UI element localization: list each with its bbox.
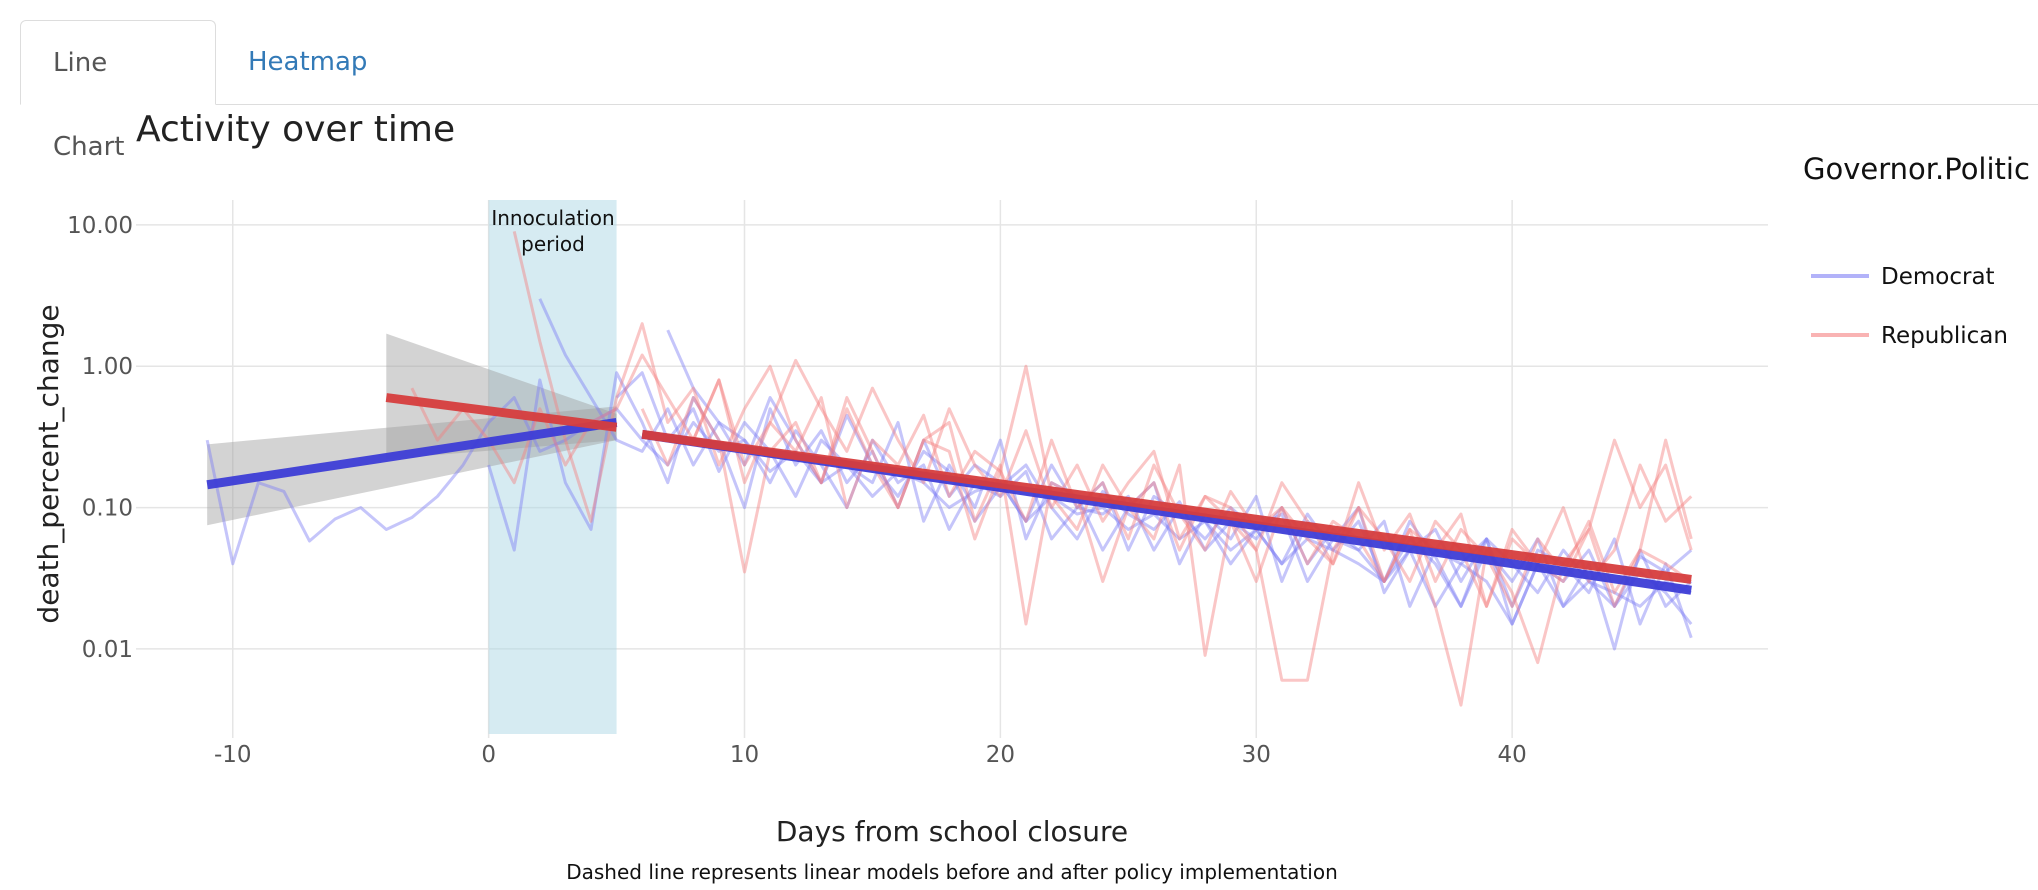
x-tick-label: -10 [214,742,252,768]
x-tick-label: 40 [1497,742,1526,768]
legend: Governor.Politic Democrat Republican [1803,152,2030,349]
fit-line-republican-2 [385,393,618,432]
series-line-democrat-4 [666,329,1693,608]
legend-title: Governor.Politic [1803,152,2030,186]
series-line-republican-8 [691,378,1693,608]
y-tick-label: 0.10 [82,496,133,522]
shaded-region [488,200,617,734]
y-tick-label: 10.00 [67,213,133,239]
fit-line-republican-3 [641,429,1692,584]
shaded-region-label-line-2: period [521,232,585,256]
x-tick-label: 20 [986,742,1015,768]
series-line-democrat-2 [538,298,1693,626]
line-chart: -10 0 10 20 30 40 0.01 0.10 1.00 10.00 Activity … [32,109,2030,884]
x-tick-label: 10 [730,742,759,768]
tab-line-chart[interactable]: Line Chart [20,20,216,162]
innoculation-period-band [488,200,617,734]
x-tick-label: 0 [481,742,496,768]
x-tick-label: 30 [1242,742,1271,768]
series-line-democrat-3 [615,371,1693,639]
legend-label-republican: Republican [1881,323,2008,349]
series-line-republican-6 [410,353,1693,608]
x-tick-labels: -10 0 10 20 30 40 [214,742,1527,768]
legend-label-democrat: Democrat [1881,264,1995,290]
y-tick-label: 1.00 [82,354,133,380]
chart-caption: Dashed line represents linear models bef… [566,860,1338,884]
series-line-democrat-0 [205,396,1692,626]
x-axis-label: Days from school closure [776,815,1128,848]
y-tick-labels: 0.01 0.10 1.00 10.00 [67,213,133,663]
fit-lines [206,393,1692,595]
tab-heatmap[interactable]: Heatmap [248,47,368,77]
chart-title: Activity over time [136,109,455,150]
y-axis-label: death_percent_change [32,304,65,623]
tab-bar: Line Chart Heatmap [20,20,2038,162]
fit-line-democrat-0 [206,418,618,490]
shaded-region-label-line-1: Innoculation [491,206,614,230]
chart-grid [136,200,1768,738]
y-tick-label: 0.01 [82,637,133,663]
